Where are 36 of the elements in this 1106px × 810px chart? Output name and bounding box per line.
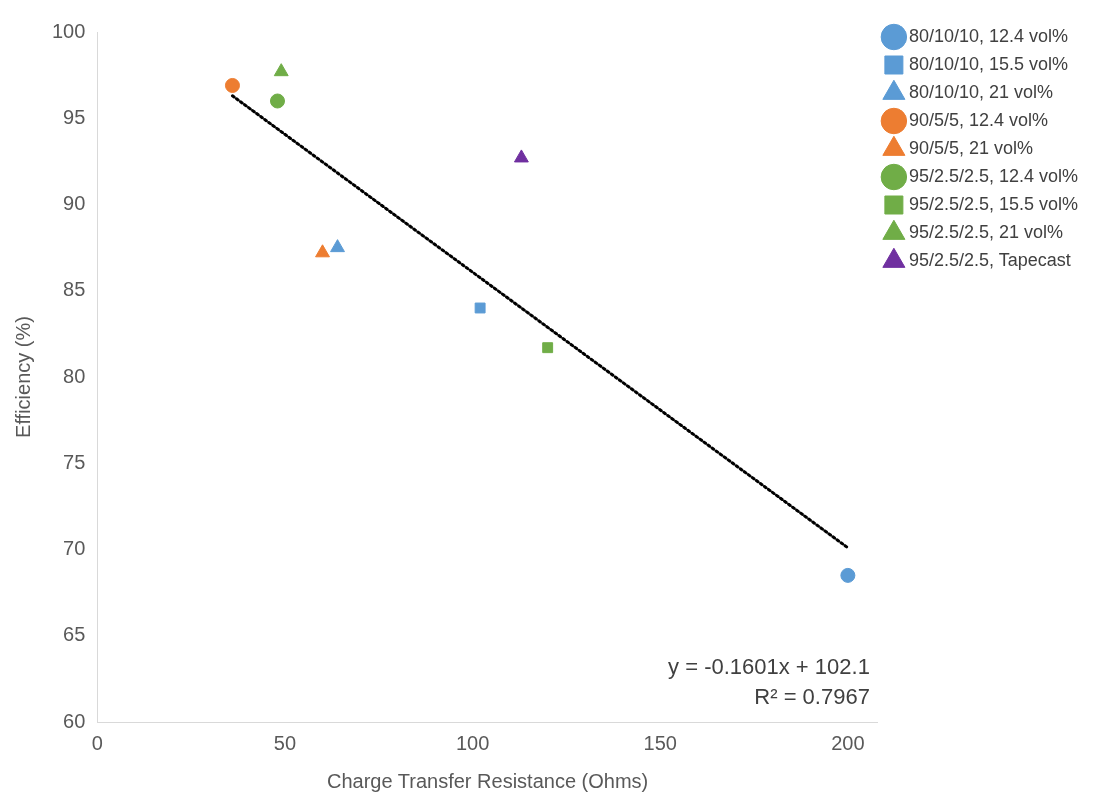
point (273, 63, 289, 77)
point (330, 239, 345, 253)
y-tick-label: 65 (63, 623, 86, 646)
legend-label: 95/2.5/2.5, Tapecast (908, 249, 1071, 270)
y-tick-label: 75 (63, 450, 86, 473)
legend-label: 90/5/5, 12.4 vol% (908, 109, 1048, 130)
legend-label: 90/5/5, 21 vol% (908, 137, 1033, 158)
point (315, 244, 330, 258)
legend-label: 80/10/10, 12.4 vol% (908, 25, 1069, 46)
point (840, 567, 856, 583)
y-tick-label: 90 (63, 192, 86, 215)
y-axis-title: Efficiency (%) (11, 316, 34, 438)
legend-label: 80/10/10, 21 vol% (908, 81, 1053, 102)
legend-label: 95/2.5/2.5, 12.4 vol% (908, 165, 1079, 186)
y-tick-label: 85 (63, 278, 86, 301)
x-tick-label: 150 (643, 731, 677, 754)
x-tick-label: 50 (273, 731, 297, 754)
legend-label: 95/2.5/2.5, 21 vol% (908, 221, 1063, 242)
y-tick-label: 60 (63, 709, 86, 732)
x-tick-label: 100 (455, 731, 490, 754)
x-tick-label: 200 (831, 731, 865, 754)
point (542, 342, 554, 354)
point (269, 93, 285, 109)
x-axis-title: Charge Transfer Resistance (Ohms) (327, 769, 649, 792)
annotation: y = -0.1601x + 102.1 (668, 654, 870, 679)
point (474, 302, 486, 314)
y-tick-label: 70 (63, 537, 86, 560)
legend-label: 80/10/10, 15.5 vol% (908, 53, 1069, 74)
y-tick-label: 100 (51, 19, 86, 42)
legend-label: 95/2.5/2.5, 15.5 vol% (908, 193, 1079, 214)
x-tick-label: 0 (91, 731, 103, 754)
point (224, 77, 240, 93)
annotation: R² = 0.7967 (754, 684, 870, 709)
y-tick-label: 95 (63, 105, 86, 128)
point (513, 149, 529, 163)
y-tick-label: 80 (63, 364, 86, 387)
